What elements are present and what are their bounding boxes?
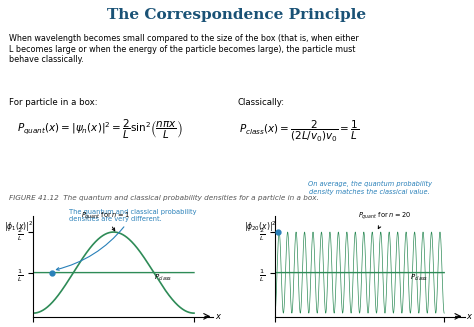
Text: On average, the quantum probability
density matches the classical value.: On average, the quantum probability dens… — [308, 181, 432, 195]
Text: The quantum and classical probability
densities are very different.: The quantum and classical probability de… — [56, 209, 196, 270]
Text: $P_{quant}$ for $n = 20$: $P_{quant}$ for $n = 20$ — [358, 210, 411, 229]
Text: $|\phi_{20}(x)|^2$: $|\phi_{20}(x)|^2$ — [245, 220, 277, 234]
Text: $P_{class}$: $P_{class}$ — [154, 273, 172, 283]
Text: For particle in a box:: For particle in a box: — [9, 98, 97, 107]
Text: $P_{class}(x) = \dfrac{2}{(2L/v_0)v_0} = \dfrac{1}{L}$: $P_{class}(x) = \dfrac{2}{(2L/v_0)v_0} =… — [239, 118, 360, 143]
Text: $P_{quant}(x) = |\psi_n(x)|^2 = \dfrac{2}{L}\sin^2\!\left(\dfrac{n\pi x}{L}\righ: $P_{quant}(x) = |\psi_n(x)|^2 = \dfrac{2… — [17, 117, 182, 141]
Text: $x$: $x$ — [466, 312, 474, 321]
Text: The Correspondence Principle: The Correspondence Principle — [108, 8, 366, 22]
Text: $P_{quant}$ for $n = 1$: $P_{quant}$ for $n = 1$ — [81, 210, 130, 231]
Text: $x$: $x$ — [215, 312, 222, 321]
Text: FIGURE 41.12  The quantum and classical probability densities for a particle in : FIGURE 41.12 The quantum and classical p… — [9, 195, 318, 201]
Text: When wavelength becomes small compared to the size of the box (that is, when eit: When wavelength becomes small compared t… — [9, 34, 358, 64]
Text: Classically:: Classically: — [237, 98, 284, 107]
Text: $P_{class}$: $P_{class}$ — [410, 273, 428, 283]
Text: $|\phi_1(x)|^2$: $|\phi_1(x)|^2$ — [4, 220, 34, 234]
